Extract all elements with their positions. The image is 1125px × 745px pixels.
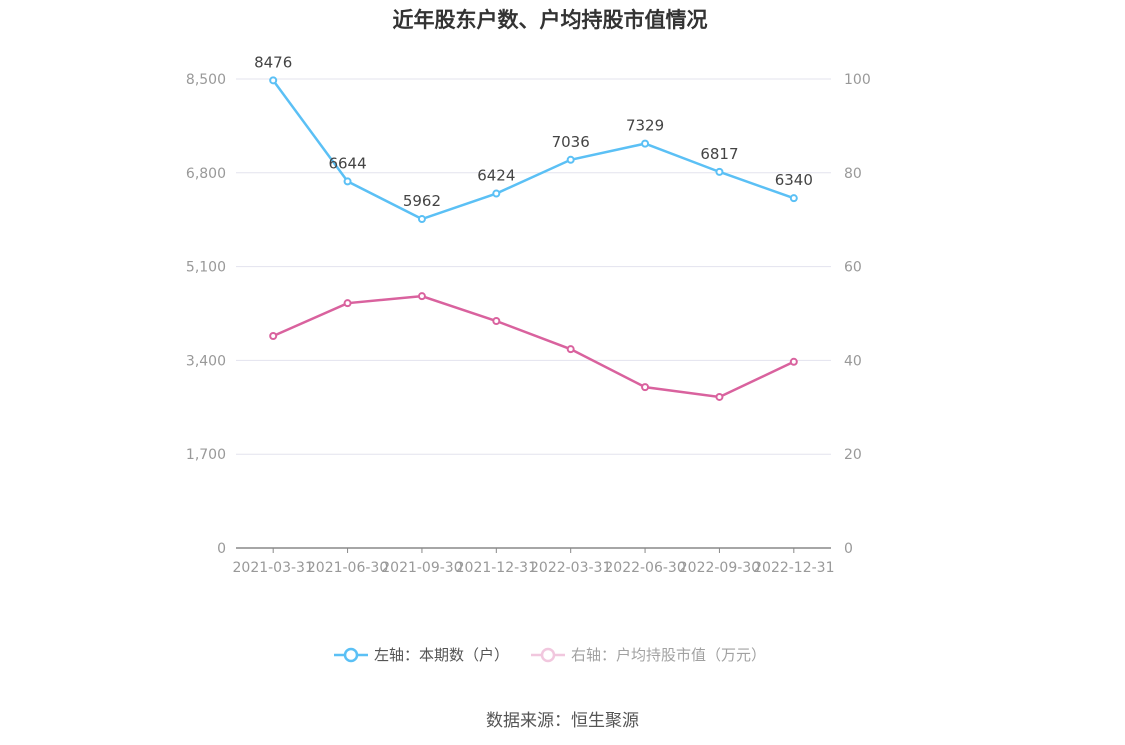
data-point: [641, 383, 650, 392]
y-left-tick-label: 1,700: [186, 447, 226, 463]
data-point: [417, 292, 426, 301]
y-left-tick-label: 8,500: [186, 72, 226, 88]
data-point: [343, 299, 352, 308]
x-tick-label: 2021-12-31: [456, 560, 537, 576]
y-right-tick-label: 0: [844, 541, 853, 557]
data-point: [269, 76, 278, 85]
data-label: 5962: [403, 192, 441, 210]
series-line: [272, 294, 795, 399]
data-label: 6644: [328, 154, 366, 172]
data-point: [715, 392, 724, 401]
x-tick-label: 2021-06-30: [307, 560, 388, 576]
data-point: [566, 345, 575, 354]
x-tick-label: 2022-06-30: [604, 560, 685, 576]
legend-line-circle-icon: [531, 647, 565, 662]
x-tick-label: 2022-09-30: [679, 560, 760, 576]
data-label: 8476: [254, 53, 292, 71]
y-left-tick-label: 5,100: [186, 260, 226, 276]
chart-title: 近年股东户数、户均持股市值情况: [392, 8, 708, 32]
data-source: 数据来源：恒生聚源: [486, 711, 639, 731]
series-line: [272, 79, 795, 221]
data-point: [566, 155, 575, 164]
legend-label: 左轴：本期数（户）: [373, 646, 509, 664]
legend-label: 右轴：户均持股市值（万元）: [571, 646, 767, 664]
data-label: 6817: [700, 145, 738, 163]
y-left-tick-label: 0: [217, 541, 226, 557]
data-point: [789, 194, 798, 203]
legend-item-right[interactable]: 右轴：户均持股市值（万元）: [531, 644, 766, 665]
data-point: [417, 215, 426, 224]
data-point: [269, 332, 278, 341]
data-point: [789, 357, 798, 366]
data-label: 7329: [626, 117, 664, 135]
y-left-tick-label: 6,800: [186, 166, 226, 182]
y-right-tick-label: 100: [844, 72, 871, 88]
data-point: [641, 139, 650, 148]
y-right-tick-label: 80: [844, 166, 862, 182]
x-tick-label: 2021-03-31: [233, 560, 314, 576]
data-point: [715, 167, 724, 176]
data-label: 7036: [552, 133, 590, 151]
x-tick-label: 2022-03-31: [530, 560, 611, 576]
data-label: 6424: [477, 167, 515, 185]
y-right-tick-label: 60: [844, 260, 862, 276]
data-point: [492, 317, 501, 326]
data-label: 6340: [775, 171, 813, 189]
x-tick-label: 2021-09-30: [381, 560, 462, 576]
legend-line-circle-icon: [333, 647, 368, 662]
y-right-tick-label: 40: [844, 353, 862, 369]
legend: 左轴：本期数（户） 右轴：户均持股市值（万元）: [0, 644, 1100, 665]
data-point: [492, 189, 501, 198]
legend-item-left[interactable]: 左轴：本期数（户）: [333, 644, 509, 665]
y-left-tick-label: 3,400: [186, 353, 226, 369]
data-point: [343, 177, 352, 186]
y-right-tick-label: 20: [844, 447, 862, 463]
x-tick-label: 2022-12-31: [753, 560, 834, 576]
